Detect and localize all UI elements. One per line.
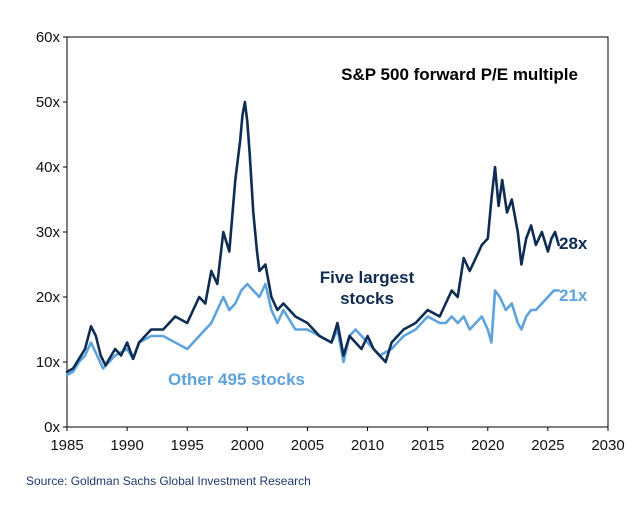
chart-title: S&P 500 forward P/E multiple <box>341 65 578 84</box>
y-tick-label: 60x <box>36 29 61 46</box>
x-tick-label: 1990 <box>110 437 143 454</box>
x-tick-label: 1985 <box>50 437 83 454</box>
other-495-end-label: 21x <box>559 286 588 305</box>
x-tick-label: 2015 <box>411 437 444 454</box>
y-tick-label: 50x <box>36 94 61 111</box>
plot-frame-group <box>66 36 609 428</box>
y-tick-label: 40x <box>36 159 61 176</box>
series-line-five-largest <box>65 100 561 374</box>
five-largest-end-label: 28x <box>559 234 588 253</box>
x-tick-label: 2000 <box>231 437 264 454</box>
x-tick-label: 2020 <box>471 437 504 454</box>
y-tick-label: 30x <box>36 224 61 241</box>
five-largest-label-line-2: stocks <box>340 289 394 308</box>
five-largest-label-line-1: Five largest <box>320 268 415 287</box>
y-axis-ticks: 0x 10x 20x 30x 40x 50x 60x <box>36 29 67 436</box>
x-tick-label: 2010 <box>351 437 384 454</box>
x-axis-ticks: 1985 1990 1995 2000 2005 2010 2015 2020 2025 2030 <box>50 427 625 454</box>
y-tick-label: 0x <box>44 419 60 436</box>
source-note: Source: Goldman Sachs Global Investment … <box>26 474 311 488</box>
plot-area-frame <box>66 36 609 428</box>
x-tick-label: 2030 <box>591 437 624 454</box>
y-tick-label: 10x <box>36 354 61 371</box>
x-tick-label: 2025 <box>531 437 564 454</box>
x-tick-label: 2005 <box>291 437 324 454</box>
x-tick-label: 1995 <box>171 437 204 454</box>
y-tick-label: 20x <box>36 289 61 306</box>
series-layer <box>65 100 561 377</box>
other-495-label: Other 495 stocks <box>168 370 305 389</box>
